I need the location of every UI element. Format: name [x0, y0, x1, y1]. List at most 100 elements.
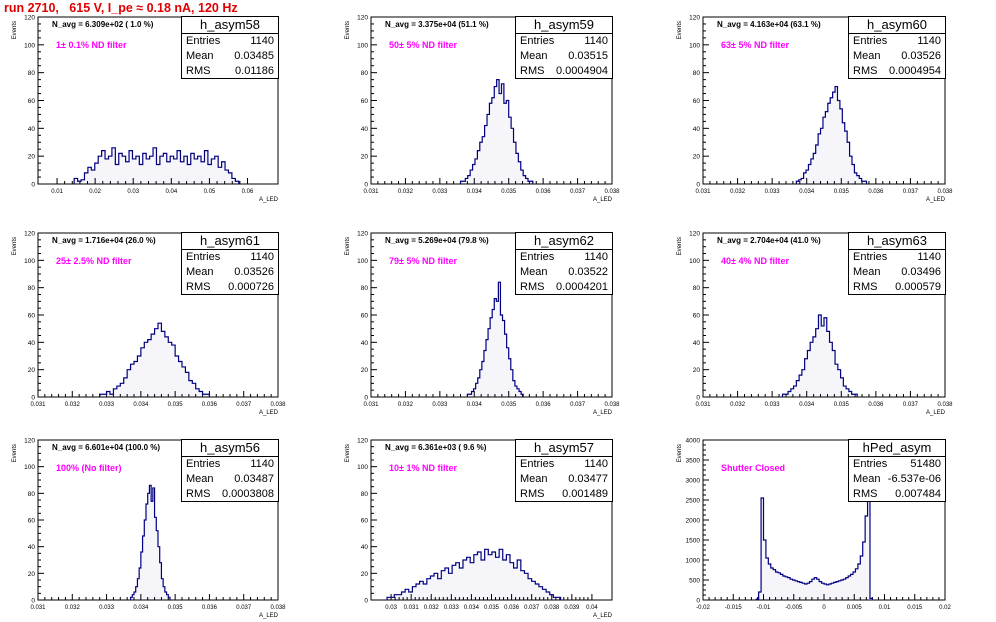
histogram-bin	[164, 336, 169, 397]
histogram-bin	[470, 170, 473, 184]
histogram-bin	[491, 97, 495, 184]
y-tick-label: 20	[361, 367, 369, 374]
y-tick-label: 60	[361, 313, 369, 320]
histogram-name: h_asym57	[516, 440, 612, 457]
histogram-bin	[842, 122, 845, 184]
stats-row-mean: Mean 0.03485	[182, 49, 278, 64]
stats-box: h_asym57 Entries 1140 Mean 0.03477 RMS 0.00148…	[515, 439, 613, 502]
histogram-bin	[151, 501, 153, 600]
navg-text: N_avg = 4.163e+04 (63.1 %)	[717, 20, 821, 29]
stats-row-entries: Entries 1140	[516, 457, 612, 472]
histogram-bin	[135, 586, 138, 600]
histogram-bin	[110, 394, 114, 397]
x-tick-label: 0.033	[432, 189, 448, 195]
histogram-bin	[785, 576, 788, 600]
stats-row-mean: Mean -6.537e-06	[849, 472, 945, 487]
stats-label: Mean	[853, 50, 881, 62]
histogram-bin	[794, 580, 798, 600]
histogram-bin	[153, 147, 157, 184]
histogram-name: h_asym63	[849, 233, 945, 250]
x-axis-label: A_LED	[593, 197, 613, 203]
histogram-bin	[850, 574, 854, 600]
histogram-bin	[87, 167, 92, 184]
y-tick-label: 120	[689, 15, 700, 22]
histogram-bin	[441, 570, 445, 600]
histogram-bin	[199, 391, 203, 397]
x-axis-label: A_LED	[926, 410, 946, 416]
navg-text: N_avg = 1.716e+04 (26.0 %)	[52, 236, 156, 245]
x-tick-label: 0.035	[501, 402, 517, 408]
histogram-bin	[419, 581, 424, 600]
histogram-bin	[851, 394, 855, 397]
histogram-bin	[516, 388, 520, 397]
stats-row-rms: RMS 0.007484	[849, 487, 945, 502]
x-tick-label: 0.036	[536, 402, 552, 408]
x-tick-label: 0.037	[236, 402, 252, 408]
histogram-bin	[472, 164, 475, 184]
stats-value: 0.001489	[562, 488, 608, 500]
histogram-bin	[862, 542, 866, 600]
histogram-bin	[159, 156, 164, 184]
filter-annotation: 10± 1% ND filter	[389, 463, 457, 473]
navg-text: N_avg = 6.361e+03 ( 9.6 %)	[385, 443, 487, 452]
histogram-bin	[467, 175, 471, 184]
histogram-bin	[864, 181, 867, 184]
y-tick-label: 3000	[686, 478, 701, 485]
stats-row-entries: Entries 1140	[182, 457, 278, 472]
histogram-bin	[177, 150, 181, 184]
stats-row-entries: Entries 51480	[849, 457, 945, 472]
histogram-bin	[465, 178, 468, 184]
histogram-bin	[142, 536, 145, 600]
x-tick-label: 0.037	[236, 605, 252, 611]
histogram-bin	[152, 488, 155, 600]
histogram-bin	[144, 520, 146, 600]
x-tick-label: 0.035	[501, 189, 517, 195]
histogram-bin	[460, 181, 463, 184]
stats-label: Mean	[520, 50, 548, 62]
histogram-bin	[218, 167, 222, 184]
x-tick-label: 0.031	[30, 402, 46, 408]
histogram-bin	[859, 178, 862, 184]
histogram-bin	[510, 369, 513, 397]
histogram-bin	[824, 317, 827, 397]
histogram-bin	[837, 369, 841, 397]
filter-annotation: 50± 5% ND filter	[389, 40, 457, 50]
histogram-bin	[788, 391, 791, 397]
filter-annotation: Shutter Closed	[721, 463, 785, 473]
histogram-bin	[770, 568, 774, 600]
histogram-bin	[158, 323, 162, 397]
stats-value: 0.03477	[568, 473, 608, 485]
stats-label: Mean	[186, 266, 214, 278]
stats-box: h_asym59 Entries 1140 Mean 0.03515 RMS 0.00049…	[515, 16, 613, 79]
y-tick-label: 20	[28, 571, 36, 578]
stats-row-entries: Entries 1140	[849, 34, 945, 49]
histogram-bin	[137, 356, 141, 397]
histogram-bin	[807, 350, 811, 397]
y-tick-label: 0	[31, 598, 35, 605]
histogram-bin	[838, 580, 841, 600]
histogram-bin	[761, 498, 764, 600]
histogram-bin	[175, 356, 179, 397]
histogram-bin	[499, 549, 503, 600]
histogram-bin	[826, 331, 830, 397]
y-tick-label: 80	[693, 285, 701, 292]
histogram-bin	[787, 577, 791, 600]
histogram-bin	[498, 282, 501, 397]
histogram-bin	[758, 592, 762, 600]
histogram-h_asym60: 0 20 40 60 80 100 120 0.031 0.032 0.033 0.034 0.035…	[677, 15, 953, 204]
histogram-bin	[84, 172, 88, 184]
histogram-bin	[793, 386, 797, 397]
histogram-bin	[129, 150, 133, 184]
histogram-bin	[206, 394, 210, 397]
histogram-bin	[797, 581, 800, 600]
stats-box: h_asym61 Entries 1140 Mean 0.03526 RMS 0.00072…	[181, 232, 279, 295]
y-tick-label: 0	[364, 395, 368, 402]
histogram-bin	[818, 315, 822, 397]
histogram-hPed_asym: 0 500 1000 1500 2000 2500 3000 3500 4000 -0.02 -0.…	[677, 438, 951, 612]
y-tick-label: 120	[24, 15, 35, 22]
y-tick-label: 60	[361, 98, 369, 105]
histogram-bin	[801, 178, 804, 184]
histogram-bin	[831, 583, 834, 600]
histogram-bin	[91, 170, 95, 184]
histogram-bin	[523, 175, 526, 184]
